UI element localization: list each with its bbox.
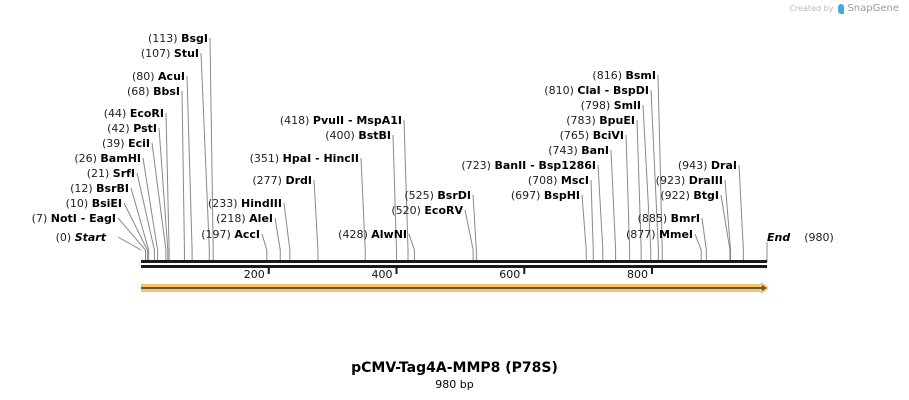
restriction-site-label[interactable]: (885) BmrI [638,212,700,225]
restriction-site-label[interactable]: (418) PvuII - MspA1I [280,114,402,127]
restriction-site-label[interactable]: (21) SrfI [87,167,135,180]
tick-mark [651,268,654,274]
site-line [117,217,146,260]
restriction-site-label[interactable]: (68) BbsI [127,85,180,98]
tick-mark [395,268,398,274]
site-lines [117,37,768,262]
restriction-site-label[interactable]: (943) DraI [678,159,737,172]
start-line [117,236,142,251]
site-line [261,233,268,260]
watermark-brand: SnapGene [847,3,899,14]
sequence-axis: 200 400 600 800 [141,260,767,281]
map-length: 980 bp [435,378,474,391]
site-line [642,104,652,260]
axis-bottom-strand [141,265,767,268]
restriction-site-label[interactable]: (113) BsgI [148,32,208,45]
restriction-site-label[interactable]: (400) BstBI [325,129,391,142]
restriction-site-label[interactable]: (7) NotI - EagI [32,212,116,225]
restriction-site-label[interactable]: (877) MmeI [626,228,693,241]
site-labels: (7) NotI - EagI (10) BsiEI (12) BsrBI (21) … [32,32,834,244]
site-line [650,89,659,260]
site-line [720,194,731,260]
restriction-site-label[interactable]: (39) EciI [102,137,150,150]
feature-arrow[interactable] [141,282,769,294]
restriction-site-label[interactable]: (0) Start [56,231,107,244]
site-line [408,233,415,260]
site-line [123,202,148,260]
tick-mark [267,268,270,274]
restriction-site-label[interactable]: (10) BsiEI [66,197,122,210]
restriction-site-label[interactable]: (44) EcoRI [104,107,164,120]
restriction-site-label[interactable]: (351) HpaI - HincII [250,152,359,165]
restriction-site-label[interactable]: (723) BanII - Bsp1286I [461,159,596,172]
tick-label: 600 [499,268,520,281]
restriction-site-label[interactable]: (810) ClaI - BspDI [544,84,649,97]
restriction-site-label[interactable]: (12) BsrBI [70,182,129,195]
restriction-site-label[interactable]: (783) BpuEI [566,114,635,127]
site-line [200,52,210,260]
site-line [158,127,169,260]
restriction-site-label[interactable]: (525) BsrDI [404,189,471,202]
restriction-site-label[interactable]: (42) PstI [107,122,157,135]
orf-arrow-tip-icon [762,285,767,291]
restriction-site-label[interactable]: (80) AcuI [132,70,185,83]
tick-mark [523,268,526,274]
restriction-site-label[interactable]: (428) AlwNI [338,228,407,241]
site-line [464,209,474,260]
tick-label: 800 [627,268,648,281]
site-line [657,74,663,260]
restriction-site-label[interactable]: (743) BanI [548,144,609,157]
restriction-site-label[interactable]: (197) AccI [201,228,260,241]
tick-label: 200 [244,268,265,281]
site-line [130,187,150,260]
site-line [597,164,604,260]
site-line [636,119,642,260]
site-line [283,202,291,260]
site-line [165,112,170,260]
snapgene-watermark: Created by SnapGene [789,3,899,14]
map-title: pCMV-Tag4A-MMP8 (P78S) [351,360,558,376]
site-line [181,90,185,260]
restriction-site-label[interactable]: (923) DraIII [656,174,723,187]
site-line [738,164,744,260]
site-line [142,157,159,260]
restriction-site-label[interactable]: (277) DrdI [252,174,312,187]
restriction-site-label[interactable]: (922) BtgI [660,189,719,202]
restriction-site-label[interactable]: (816) BsmI [592,69,656,82]
site-line [209,37,214,260]
site-line [610,149,617,260]
axis-top-strand [141,260,767,263]
restriction-site-label[interactable]: (107) StuI [141,47,199,60]
tick-label: 400 [372,268,393,281]
restriction-site-label[interactable]: (765) BciVI [560,129,624,142]
restriction-site-label[interactable]: End (980) [767,231,834,244]
restriction-site-label[interactable]: (218) AleI [216,212,273,225]
restriction-site-label[interactable]: (697) BspHI [511,189,580,202]
restriction-site-label[interactable]: (708) MscI [528,174,589,187]
site-line [724,179,732,260]
watermark-prefix: Created by [789,4,834,13]
site-line [590,179,594,260]
site-line [313,179,319,260]
site-line [581,194,587,260]
site-line [151,142,167,260]
site-line [694,233,702,260]
site-line [186,75,193,260]
orf-core [141,287,763,289]
site-line [274,217,281,260]
site-line [360,157,366,260]
restriction-site-label[interactable]: (520) EcoRV [391,204,463,217]
restriction-site-label[interactable]: (26) BamHI [74,152,141,165]
site-line [136,172,155,260]
restriction-site-label[interactable]: (233) HindIII [208,197,282,210]
site-line [701,217,707,260]
snapgene-logo-icon [838,3,845,14]
site-line [403,119,409,260]
restriction-site-label[interactable]: (798) SmlI [581,99,641,112]
site-line [392,134,398,260]
site-line [472,194,477,260]
site-line [625,134,631,260]
